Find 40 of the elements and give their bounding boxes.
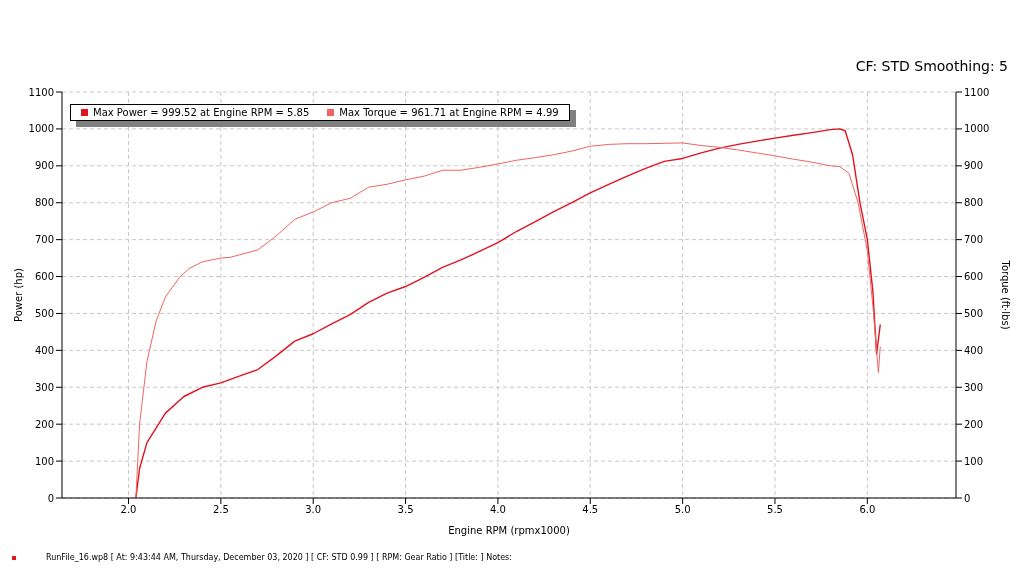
x-tick-label: 6.0: [859, 504, 876, 516]
y-tick-label: 400: [34, 344, 54, 356]
text: RunFile_16.wp8 [ At: 9:43:44 AM, Thursday, December 03, 2020 ] [ CF: STD 0.99 ] [ RPM: Gear Ratio ] [Title: ] Notes:: [46, 553, 512, 562]
y2-tick-label: 900: [964, 160, 984, 172]
y-axis-title: Power (hp): [12, 267, 24, 322]
y2-tick-label: 1100: [964, 86, 990, 98]
y-tick-label: 1000: [28, 123, 54, 135]
y-tick-label: 700: [34, 234, 54, 246]
y2-tick-label: 100: [964, 455, 984, 467]
y2-tick-label: 300: [964, 381, 984, 393]
y-tick-label: 800: [34, 197, 54, 209]
x-tick-label: 5.0: [674, 504, 691, 516]
y2-tick-label: 1000: [964, 123, 990, 135]
y2-tick-label: 800: [964, 197, 984, 209]
chart-subtitle: CF: STD Smoothing: 5: [855, 58, 1008, 74]
legend-label: Max Torque = 961.71 at Engine RPM = 4.99: [339, 107, 559, 118]
x-tick-label: 3.5: [397, 504, 414, 516]
x-tick-label: 2.5: [212, 504, 229, 516]
y2-tick-label: 600: [964, 271, 984, 283]
y-tick-label: 100: [34, 455, 54, 467]
x-axis-title: Engine RPM (rpmx1000): [448, 525, 570, 536]
y-tick-label: 1100: [28, 86, 54, 98]
y-tick-label: 0: [47, 492, 54, 504]
y2-axis-title: Torque (ft·lbs): [1000, 259, 1012, 330]
y2-tick-label: 200: [964, 418, 984, 430]
x-tick-label: 5.5: [767, 504, 783, 516]
y-tick-label: 500: [34, 308, 54, 319]
y-tick-label: 900: [34, 160, 54, 172]
y-tick-label: 200: [34, 418, 54, 430]
y-tick-label: 600: [34, 271, 54, 283]
x-tick-label: 4.0: [489, 504, 506, 516]
y2-tick-label: 500: [964, 308, 984, 319]
y2-tick-label: 400: [964, 344, 984, 356]
y2-tick-label: 0: [964, 492, 971, 504]
x-tick-label: 4.5: [582, 504, 599, 516]
x-tick-label: 2.0: [120, 504, 137, 516]
y2-tick-label: 700: [964, 234, 984, 246]
y-tick-label: 300: [34, 381, 54, 393]
x-tick-label: 3.0: [305, 504, 322, 516]
legend-label: Max Power = 999.52 at Engine RPM = 5.85: [93, 107, 310, 118]
